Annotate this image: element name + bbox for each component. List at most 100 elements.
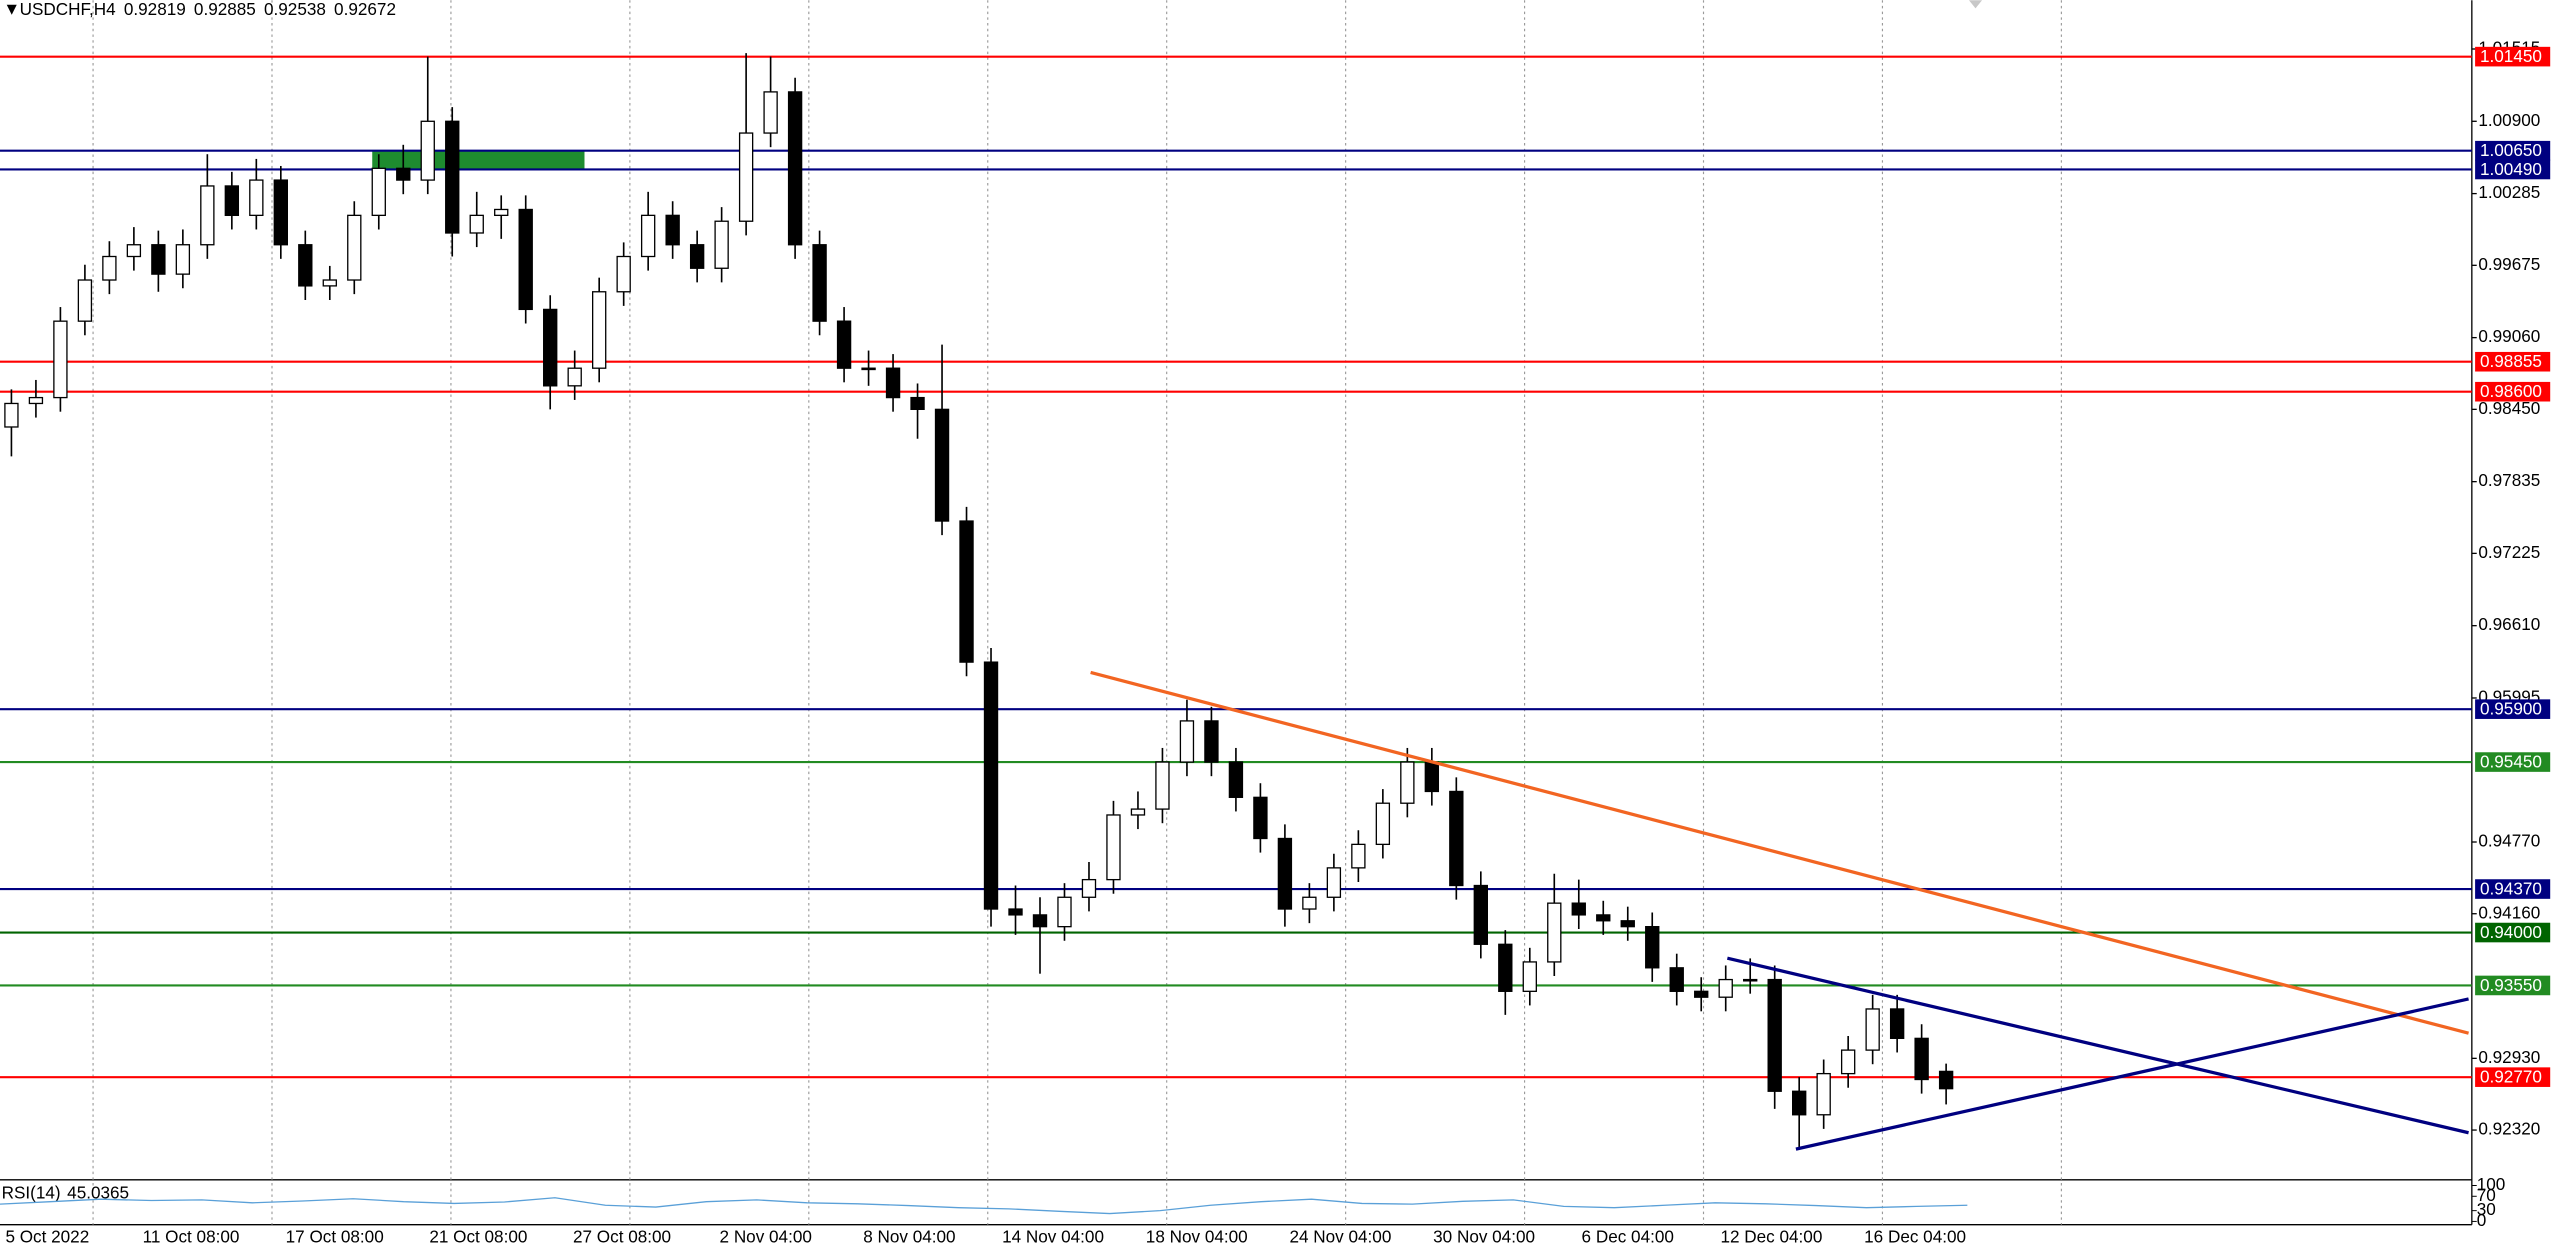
- price-label-box: [2475, 351, 2551, 372]
- candle-body: [1228, 761, 1244, 798]
- candle-body: [1767, 978, 1782, 1092]
- rsi-value: 45.0365: [67, 1182, 129, 1202]
- candle-body: [1669, 967, 1684, 992]
- scroll-marker: [1968, 0, 1983, 9]
- candle-body: [763, 91, 778, 134]
- x-tick-label: 5 Oct 2022: [5, 1226, 89, 1246]
- x-tick-label: 27 Oct 08:00: [573, 1226, 671, 1246]
- candle-body: [1816, 1072, 1831, 1116]
- y-tick-label: 0.92320: [2478, 1119, 2540, 1139]
- candle-body: [934, 408, 950, 522]
- candle-body: [1277, 837, 1293, 910]
- x-tick-label: 24 Nov 04:00: [1289, 1226, 1391, 1246]
- candle-body: [861, 367, 876, 371]
- price-label: 0.92770: [2480, 1066, 2542, 1086]
- price-label: 0.94000: [2480, 922, 2542, 942]
- y-tick-label: 0.92930: [2478, 1047, 2540, 1067]
- candle-body: [640, 214, 656, 258]
- candle-body: [347, 214, 362, 281]
- candle-body: [273, 179, 288, 246]
- price-label-box: [2475, 879, 2551, 899]
- price-label: 0.93550: [2480, 975, 2542, 995]
- candle-body: [787, 91, 803, 246]
- candle-body: [102, 255, 117, 281]
- rsi-name: RSI(14): [2, 1182, 61, 1202]
- rsi-tick-label: 30: [2477, 1199, 2496, 1219]
- candle-body: [812, 244, 827, 322]
- symbol: USDCHF,H4: [20, 0, 117, 19]
- candle-body: [665, 214, 680, 246]
- candle-body: [1351, 843, 1366, 869]
- trendline: [1726, 956, 2469, 1135]
- candle-body: [836, 320, 852, 369]
- candle-body: [77, 279, 93, 322]
- price-label-box: [2475, 699, 2551, 719]
- price-label-box: [2475, 922, 2551, 943]
- candle-body: [420, 120, 435, 181]
- y-tick-label: 0.99675: [2478, 254, 2540, 274]
- price-label-box: [2475, 975, 2551, 996]
- header-value: 0.92819: [124, 0, 186, 19]
- candle-body: [1326, 867, 1342, 898]
- candle-body: [298, 244, 313, 287]
- x-tick-label: 16 Dec 04:00: [1864, 1226, 1966, 1246]
- candle-body: [53, 320, 68, 399]
- candle-body: [1498, 943, 1513, 992]
- x-tick-label: 18 Nov 04:00: [1146, 1226, 1248, 1246]
- rsi-line: [0, 1197, 1968, 1215]
- candle-body: [1694, 990, 1709, 998]
- y-tick-label: 0.96610: [2478, 614, 2540, 634]
- candle-body: [616, 255, 631, 293]
- header-value: 0.92672: [334, 0, 396, 19]
- y-tick-label: 0.98450: [2478, 398, 2540, 418]
- candle-body: [1081, 878, 1097, 898]
- price-label: 1.00490: [2480, 159, 2542, 179]
- menu-arrow[interactable]: ▼: [3, 0, 20, 19]
- price-label: 1.00650: [2480, 140, 2542, 160]
- rsi-tick-label: 70: [2477, 1185, 2496, 1205]
- candle-body: [1106, 814, 1121, 881]
- candle-body: [1645, 926, 1660, 969]
- price-label: 1.01450: [2480, 46, 2542, 66]
- candle-body: [494, 208, 509, 217]
- price-label: 0.98855: [2480, 351, 2542, 371]
- candle-body: [126, 244, 142, 258]
- candle-body: [983, 661, 999, 910]
- header-value: 0.92538: [264, 0, 326, 19]
- candle-body: [1718, 978, 1733, 998]
- candle-body: [1620, 920, 1635, 928]
- price-label: 0.98600: [2480, 381, 2542, 401]
- candle-body: [1253, 796, 1268, 840]
- y-tick-label: 1.00285: [2478, 182, 2540, 202]
- price-label: 0.94370: [2480, 878, 2542, 898]
- price-label: 0.95900: [2480, 698, 2542, 718]
- trendline: [1090, 670, 2469, 1035]
- rsi-label: RSI(14) 45.0365: [2, 1182, 129, 1202]
- y-tick-label: 0.97225: [2478, 542, 2540, 562]
- y-tick-label: 0.94160: [2478, 902, 2540, 922]
- candle-body: [592, 291, 607, 369]
- candle-body: [1596, 914, 1611, 922]
- price-label-box: [2475, 1067, 2551, 1087]
- candle-body: [567, 367, 582, 387]
- candle-body: [1302, 896, 1317, 910]
- candle-body: [1424, 761, 1440, 793]
- candle-body: [1473, 884, 1488, 945]
- candle-body: [1865, 1008, 1880, 1051]
- x-tick-label: 14 Nov 04:00: [1002, 1226, 1104, 1246]
- candle-body: [1130, 808, 1146, 816]
- price-label-box: [2475, 140, 2551, 161]
- candle-body: [1204, 720, 1219, 763]
- x-tick-label: 11 Oct 08:00: [143, 1226, 240, 1246]
- candle-body: [1008, 908, 1023, 916]
- candle-body: [469, 214, 484, 234]
- candle-body: [151, 244, 166, 275]
- candle-body: [249, 179, 264, 217]
- x-tick-label: 2 Nov 04:00: [720, 1226, 812, 1246]
- candle-body: [1938, 1070, 1954, 1090]
- candle-body: [1792, 1090, 1807, 1116]
- candle-body: [4, 402, 19, 428]
